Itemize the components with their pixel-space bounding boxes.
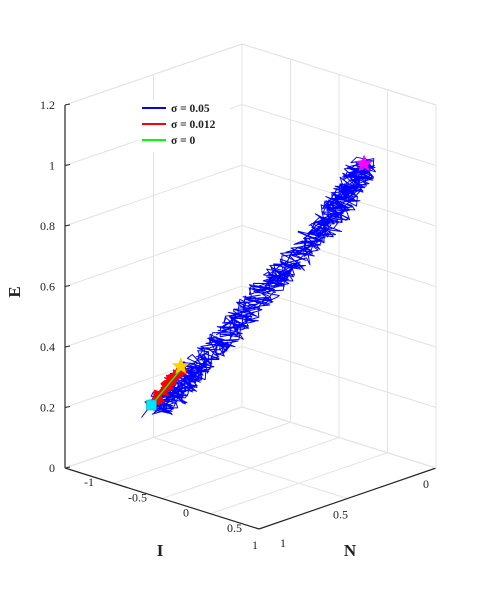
- box-edge-7: [64, 406, 243, 469]
- marker-layer: [146, 154, 374, 411]
- grid-line-n-floor-1: [113, 421, 291, 484]
- tick-label-e-0: 0: [49, 461, 55, 475]
- tick-mark-e-1: [64, 406, 71, 408]
- tick-label-n-3: 0.5: [227, 521, 242, 535]
- tick-mark-e-4: [64, 224, 71, 227]
- axis-title-n: N: [344, 541, 357, 560]
- tick-mark-e-3: [64, 285, 71, 287]
- legend-label-0: σ = 0.05: [171, 103, 210, 115]
- axis-title-i: I: [157, 541, 164, 560]
- label-layer: 0 0.2 0.4 0.6 0.8 1 1.2 0 0.5 1 -1 -0.5 0 0.5 1 E I N: [5, 98, 429, 560]
- marker-star-0: [355, 154, 374, 172]
- tick-label-e-2: 0.4: [40, 340, 55, 354]
- marker-star-1: [171, 356, 190, 374]
- box-edge-0: [64, 467, 260, 530]
- grid-line-e-1: [64, 345, 437, 408]
- box-edge-4: [241, 43, 437, 106]
- series-line-0: [141, 155, 376, 418]
- box-edge-1: [258, 467, 437, 530]
- box-edge-3: [64, 43, 243, 106]
- tick-label-n-4: 1: [280, 536, 286, 550]
- series-layer: [141, 155, 376, 418]
- grid-line-n-floor-3: [210, 452, 388, 515]
- tick-label-n-2: 0: [183, 506, 189, 520]
- grid-line-n-floor-2: [161, 437, 340, 499]
- tick-label-e-5: 1: [49, 159, 55, 173]
- grid-line-e-5: [64, 103, 437, 166]
- box-edge-8: [241, 406, 437, 469]
- legend: σ = 0.05 σ = 0.012 σ = 0: [138, 100, 230, 152]
- series-line-2: [150, 368, 182, 406]
- marker-square-2: [146, 399, 157, 411]
- tick-mark-e-6: [64, 103, 71, 106]
- legend-label-1: σ = 0.012: [171, 119, 216, 131]
- tick-mark-e-0: [64, 466, 71, 469]
- grid-line-e-0: [64, 406, 437, 469]
- tick-label-e-3: 0.6: [40, 280, 55, 294]
- legend-label-2: σ = 0: [171, 135, 196, 147]
- axis-title-e: E: [5, 286, 24, 297]
- tick-label-n-0: -1: [84, 475, 94, 489]
- grid-line-e-6: [64, 43, 437, 106]
- axis-layer: [64, 43, 437, 530]
- tick-label-i-1: 0.5: [333, 508, 348, 522]
- tick-mark-e-2: [64, 345, 71, 348]
- tick-label-i-2: 1: [252, 538, 258, 552]
- tick-label-i-0: 0: [423, 477, 429, 491]
- grid-line-e-3: [64, 224, 437, 287]
- tick-label-e-1: 0.2: [40, 401, 55, 415]
- tick-label-e-4: 0.8: [40, 219, 55, 233]
- grid-line-e-4: [64, 164, 437, 227]
- tick-label-e-6: 1.2: [40, 98, 55, 112]
- tick-label-n-1: -0.5: [128, 490, 147, 504]
- tick-mark-e-5: [64, 164, 71, 166]
